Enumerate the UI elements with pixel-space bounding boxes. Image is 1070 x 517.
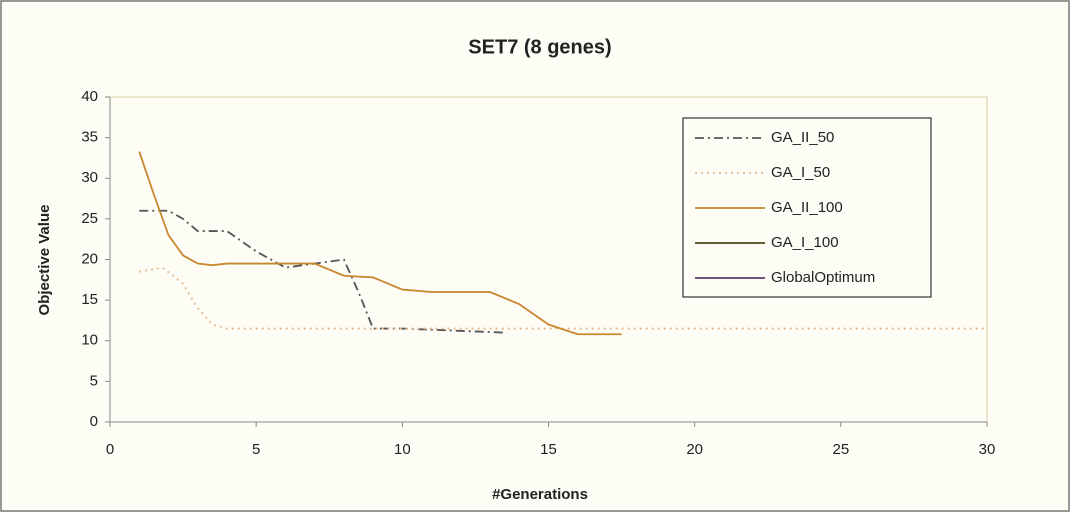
y-tick-label: 20	[81, 250, 98, 267]
legend-label: GA_II_100	[771, 199, 843, 216]
x-tick-label: 0	[106, 441, 114, 458]
y-tick-label: 10	[81, 332, 98, 349]
series-line	[138, 151, 622, 336]
y-axis-title: Objective Value	[36, 205, 53, 316]
x-tick-label: 5	[252, 441, 260, 458]
y-tick-label: 15	[81, 291, 98, 308]
x-tick-label: 25	[832, 441, 849, 458]
y-tick-label: 5	[90, 372, 98, 389]
y-tick-label: 0	[90, 413, 98, 430]
legend-label: GA_I_100	[771, 234, 839, 251]
x-tick-label: 20	[686, 441, 703, 458]
x-tick-label: 30	[979, 441, 996, 458]
legend-label: GlobalOptimum	[771, 269, 875, 286]
y-tick-label: 35	[81, 129, 98, 146]
x-tick-label: 10	[394, 441, 411, 458]
x-axis-title: #Generations	[492, 486, 588, 503]
y-tick-label: 25	[81, 210, 98, 227]
legend-label: GA_II_50	[771, 129, 834, 146]
y-tick-label: 30	[81, 169, 98, 186]
y-tick-label: 40	[81, 88, 98, 105]
legend-label: GA_I_50	[771, 164, 830, 181]
series-line	[139, 209, 505, 334]
series-line	[139, 266, 987, 330]
x-tick-label: 15	[540, 441, 557, 458]
chart-title: SET7 (8 genes)	[468, 36, 611, 58]
